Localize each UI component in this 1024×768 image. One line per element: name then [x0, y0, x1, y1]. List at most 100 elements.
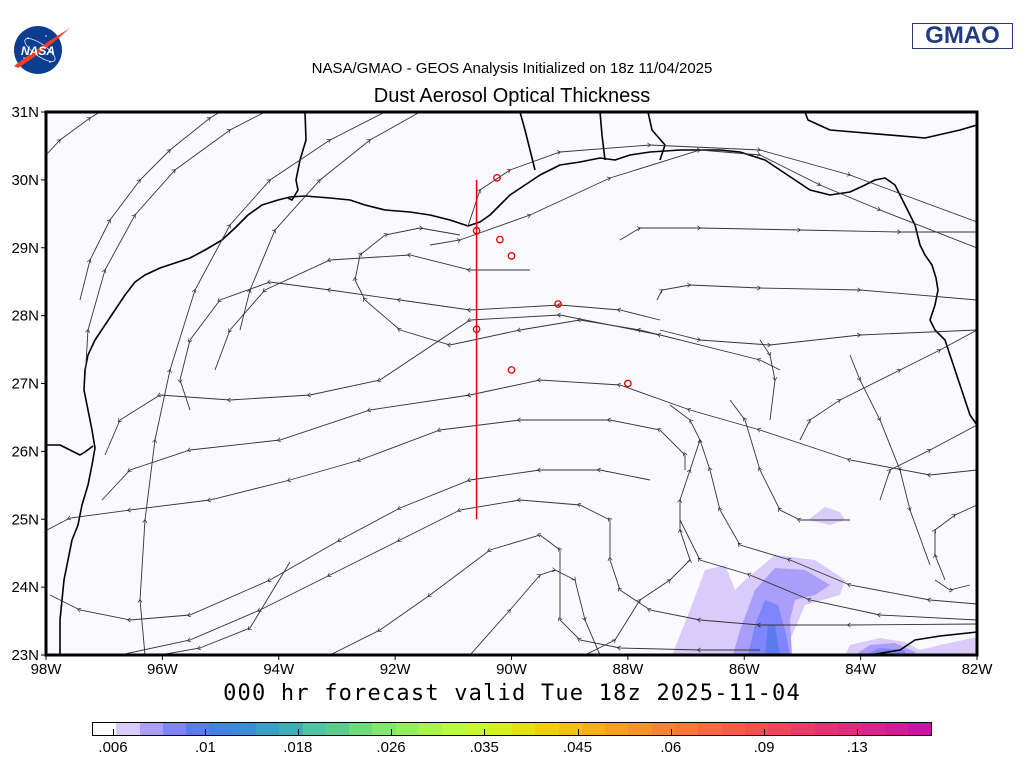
map-axes: 23N 24N 25N 26N 27N 28N 29N 30N 31N 98W 96W 94W 92W 9… — [11, 104, 993, 678]
colorbar-segment — [721, 723, 745, 735]
colorbar-segment — [768, 723, 792, 735]
wind-streamlines — [46, 112, 977, 655]
cross-section-overlay — [472, 173, 632, 520]
streamline — [729, 399, 850, 520]
colorbar-segment — [139, 723, 163, 735]
lat-label: 27N — [11, 376, 39, 393]
colorbar-segment — [279, 723, 303, 735]
colorbar-segment — [395, 723, 419, 735]
colorbar-segment — [93, 723, 117, 735]
map-plot: 23N 24N 25N 26N 27N 28N 29N 30N 31N 98W 96W 94W 92W 9… — [11, 104, 993, 678]
colorbar-tick — [113, 729, 114, 736]
lon-label: 96W — [147, 661, 179, 678]
chart-title: Dust Aerosol Optical Thickness — [373, 85, 651, 107]
lon-label: 94W — [263, 661, 295, 678]
colorbar-tick-label: .035 — [469, 739, 499, 756]
colorbar-segment — [232, 723, 256, 735]
lon-label: 84W — [845, 661, 877, 678]
station-marker — [496, 235, 504, 244]
colorbar-tick-label: .06 — [660, 739, 682, 756]
streamline — [584, 404, 700, 655]
streamline — [159, 561, 291, 655]
colorbar-segment — [302, 723, 326, 735]
colorbar-tick — [391, 729, 393, 736]
colorbar-segment — [814, 723, 838, 735]
chart-subtitle: NASA/GMAO - GEOS Analysis Initialized on… — [311, 60, 713, 77]
streamline — [935, 504, 977, 581]
colorbar-segment — [605, 723, 629, 735]
streamline — [679, 519, 977, 621]
colorbar-segment — [535, 723, 559, 735]
coastline — [804, 112, 977, 139]
coastline — [869, 631, 977, 655]
colorbar-segment — [442, 723, 466, 735]
colorbar-tick-label: .09 — [753, 739, 775, 756]
colorbar-segment — [744, 723, 769, 735]
lon-label: 82W — [962, 661, 994, 678]
lon-label: 98W — [31, 661, 63, 678]
colorbar-segment — [209, 723, 233, 735]
station-marker — [472, 325, 481, 334]
streamline — [699, 439, 977, 605]
colorbar-segment — [698, 723, 722, 735]
colorbar-tick-label: .018 — [283, 739, 313, 756]
colorbar-segment — [861, 723, 885, 735]
station-marker — [624, 379, 632, 388]
station-marker — [493, 173, 501, 182]
colorbar-segment — [651, 723, 676, 735]
colorbar-tick-label: .13 — [846, 739, 868, 756]
lat-label: 24N — [11, 579, 39, 596]
station-marker — [472, 226, 481, 235]
colorbar-tick — [484, 729, 486, 736]
gmao-logo: GMAO — [912, 23, 1013, 49]
lat-label: 29N — [11, 240, 39, 257]
forecast-valid-label: 000 hr forecast valid Tue 18z 2025-11-04 — [223, 681, 801, 706]
station-marker — [507, 252, 516, 260]
station-marker — [507, 366, 516, 374]
colorbar-segment — [418, 723, 443, 735]
lon-label: 86W — [729, 661, 761, 678]
lat-label: 23N — [11, 647, 39, 664]
colorbar-tick — [670, 729, 672, 736]
streamline — [619, 228, 977, 241]
streamline — [656, 285, 977, 301]
colorbar-segment — [581, 723, 606, 735]
colorbar-tick — [297, 729, 299, 736]
svg-text:NASA: NASA — [21, 44, 55, 58]
streamline — [469, 570, 601, 655]
lat-label: 30N — [11, 172, 39, 189]
colorbar-segment — [558, 723, 582, 735]
streamline — [429, 150, 977, 249]
colorbar-segment — [512, 723, 536, 735]
colorbar-segment — [628, 723, 652, 735]
streamline — [879, 424, 977, 501]
colorbar-segment — [884, 723, 908, 735]
colorbar-segment — [488, 723, 513, 735]
lat-label: 31N — [11, 104, 39, 121]
colorbar — [92, 722, 932, 736]
streamline — [119, 500, 977, 655]
colorbar-tick-label: .026 — [376, 739, 406, 756]
colorbar-segment — [325, 723, 350, 735]
lon-label: 90W — [496, 661, 528, 678]
colorbar-segment — [791, 723, 815, 735]
colorbar-segment — [675, 723, 699, 735]
streamline — [46, 112, 101, 156]
colorbar-tick — [205, 729, 207, 736]
colorbar-segment — [186, 723, 210, 735]
colorbar-tick-label: .01 — [194, 739, 216, 756]
colorbar-segment — [465, 723, 489, 735]
lon-label: 92W — [380, 661, 412, 678]
colorbar-tick — [764, 729, 765, 736]
colorbar-segment — [907, 723, 932, 735]
lat-label: 26N — [11, 443, 39, 460]
colorbar-tick-label: .045 — [562, 739, 593, 756]
colorbar-tick — [857, 729, 859, 736]
streamline — [84, 112, 266, 381]
streamline — [799, 329, 977, 441]
colorbar-segment — [372, 723, 396, 735]
lat-label: 28N — [11, 308, 39, 325]
colorbar-segment — [116, 723, 140, 735]
streamline — [759, 339, 775, 421]
colorbar-tick — [577, 729, 579, 736]
